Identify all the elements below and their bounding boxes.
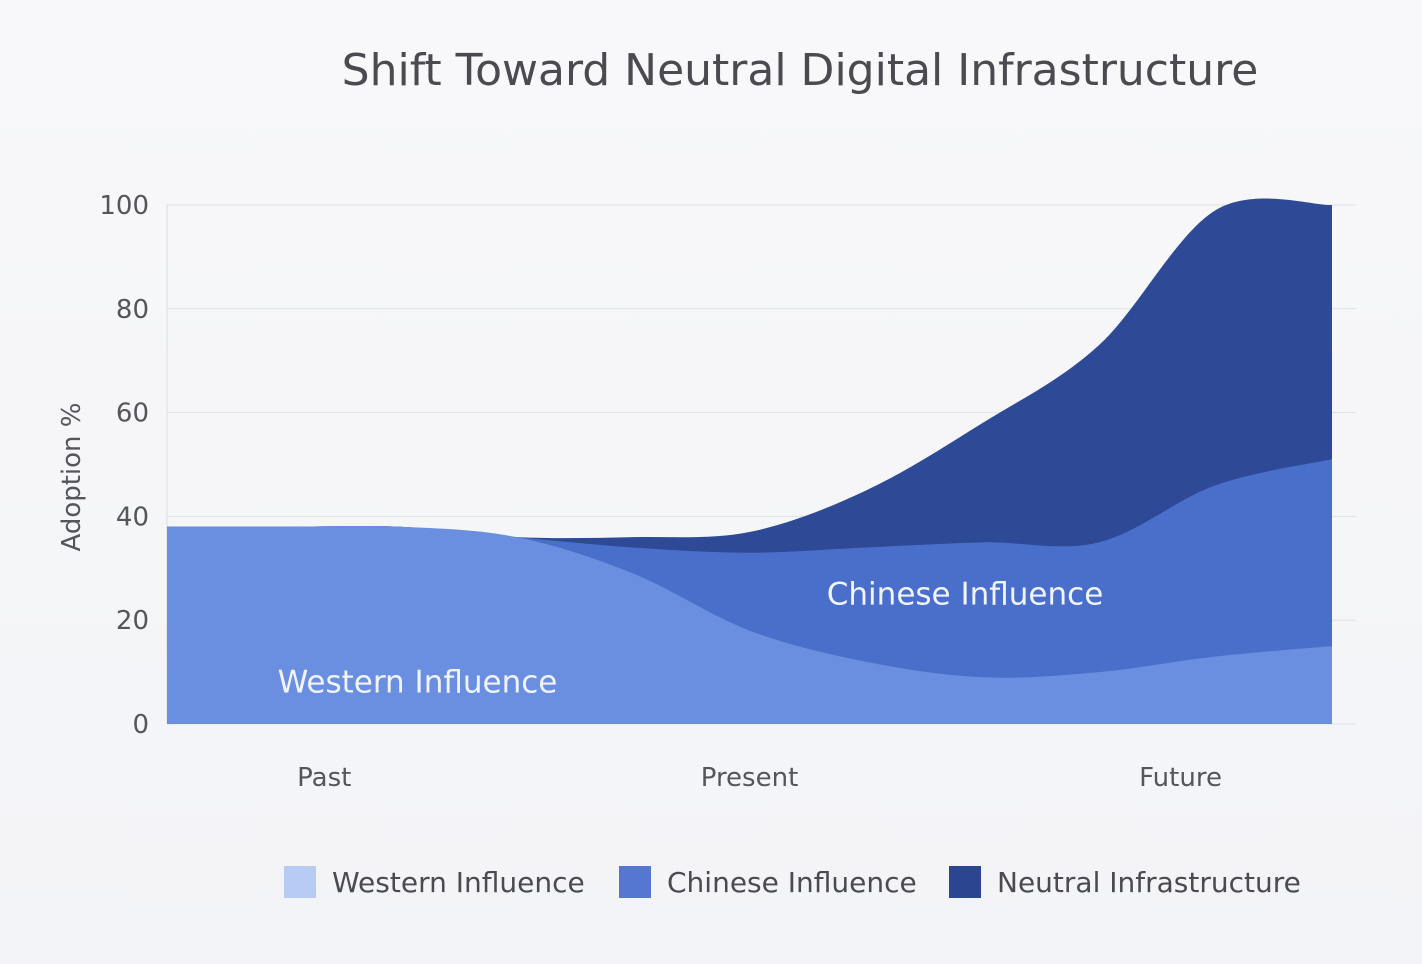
y-tick-label: 80 <box>116 295 149 325</box>
y-tick-label: 60 <box>116 399 149 429</box>
legend-swatch <box>284 866 316 898</box>
legend-label: Chinese Influence <box>667 866 917 899</box>
y-tick-label: 100 <box>99 191 149 221</box>
y-tick-label: 20 <box>116 606 149 636</box>
y-tick-label: 40 <box>116 502 149 532</box>
chart-title: Shift Toward Neutral Digital Infrastruct… <box>342 45 1259 96</box>
annotation-layer: Western Influence Chinese Influence <box>278 576 1104 700</box>
legend-item: Chinese Influence <box>619 866 917 899</box>
area-western-influence <box>167 526 1332 724</box>
legend-label: Neutral Infrastructure <box>997 866 1301 899</box>
x-tick-label: Present <box>701 763 799 793</box>
area-annotation: Western Influence <box>278 664 558 700</box>
area-layer <box>167 198 1332 725</box>
legend-swatch <box>949 866 981 898</box>
legend-item: Neutral Infrastructure <box>949 866 1301 899</box>
legend: Western Influence Chinese Influence Neutra… <box>284 866 1301 899</box>
y-tick-label: 0 <box>132 710 149 740</box>
x-tick-label: Past <box>297 763 351 793</box>
legend-label: Western Influence <box>332 866 585 899</box>
area-annotation: Chinese Influence <box>827 576 1104 612</box>
x-tick-label: Future <box>1139 763 1222 793</box>
axis-layer: 0 20 40 60 80 100 Past Present Future <box>99 191 1222 793</box>
y-axis-label: Adoption % <box>57 402 87 551</box>
legend-item: Western Influence <box>284 866 585 899</box>
legend-swatch <box>619 866 651 898</box>
